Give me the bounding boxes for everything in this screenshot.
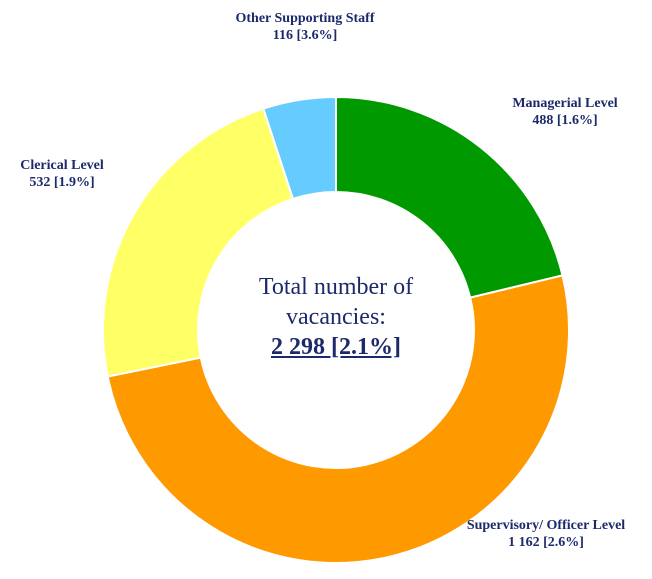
slice-label: Clerical Level 532 [1.9%] bbox=[2, 157, 122, 191]
donut-slice bbox=[262, 95, 337, 201]
category-label: Managerial Level bbox=[512, 96, 618, 111]
center-caption: Total number of vacancies: bbox=[258, 274, 414, 330]
donut-slice bbox=[335, 95, 564, 299]
donut-slice bbox=[106, 274, 570, 564]
value-label: 532 [1.9%] bbox=[29, 175, 95, 190]
total-label: 2 298 [2.1%] bbox=[271, 334, 401, 360]
category-label: Other Supporting Staff bbox=[235, 11, 375, 26]
category-label: Clerical Level bbox=[20, 158, 104, 173]
donut-slice bbox=[102, 107, 295, 378]
category-label: Supervisory/ Officer Level bbox=[466, 518, 626, 533]
value-label: 1 162 [2.6%] bbox=[508, 535, 584, 550]
center-text: Total number of vacancies: 2 298 [2.1%] bbox=[236, 272, 436, 362]
value-label: 488 [1.6%] bbox=[532, 113, 598, 128]
slice-label: Other Supporting Staff 116 [3.6%] bbox=[225, 10, 385, 44]
value-label: 116 [3.6%] bbox=[272, 28, 338, 43]
slice-label: Managerial Level 488 [1.6%] bbox=[480, 95, 650, 129]
slice-label: Supervisory/ Officer Level 1 162 [2.6%] bbox=[456, 517, 636, 551]
